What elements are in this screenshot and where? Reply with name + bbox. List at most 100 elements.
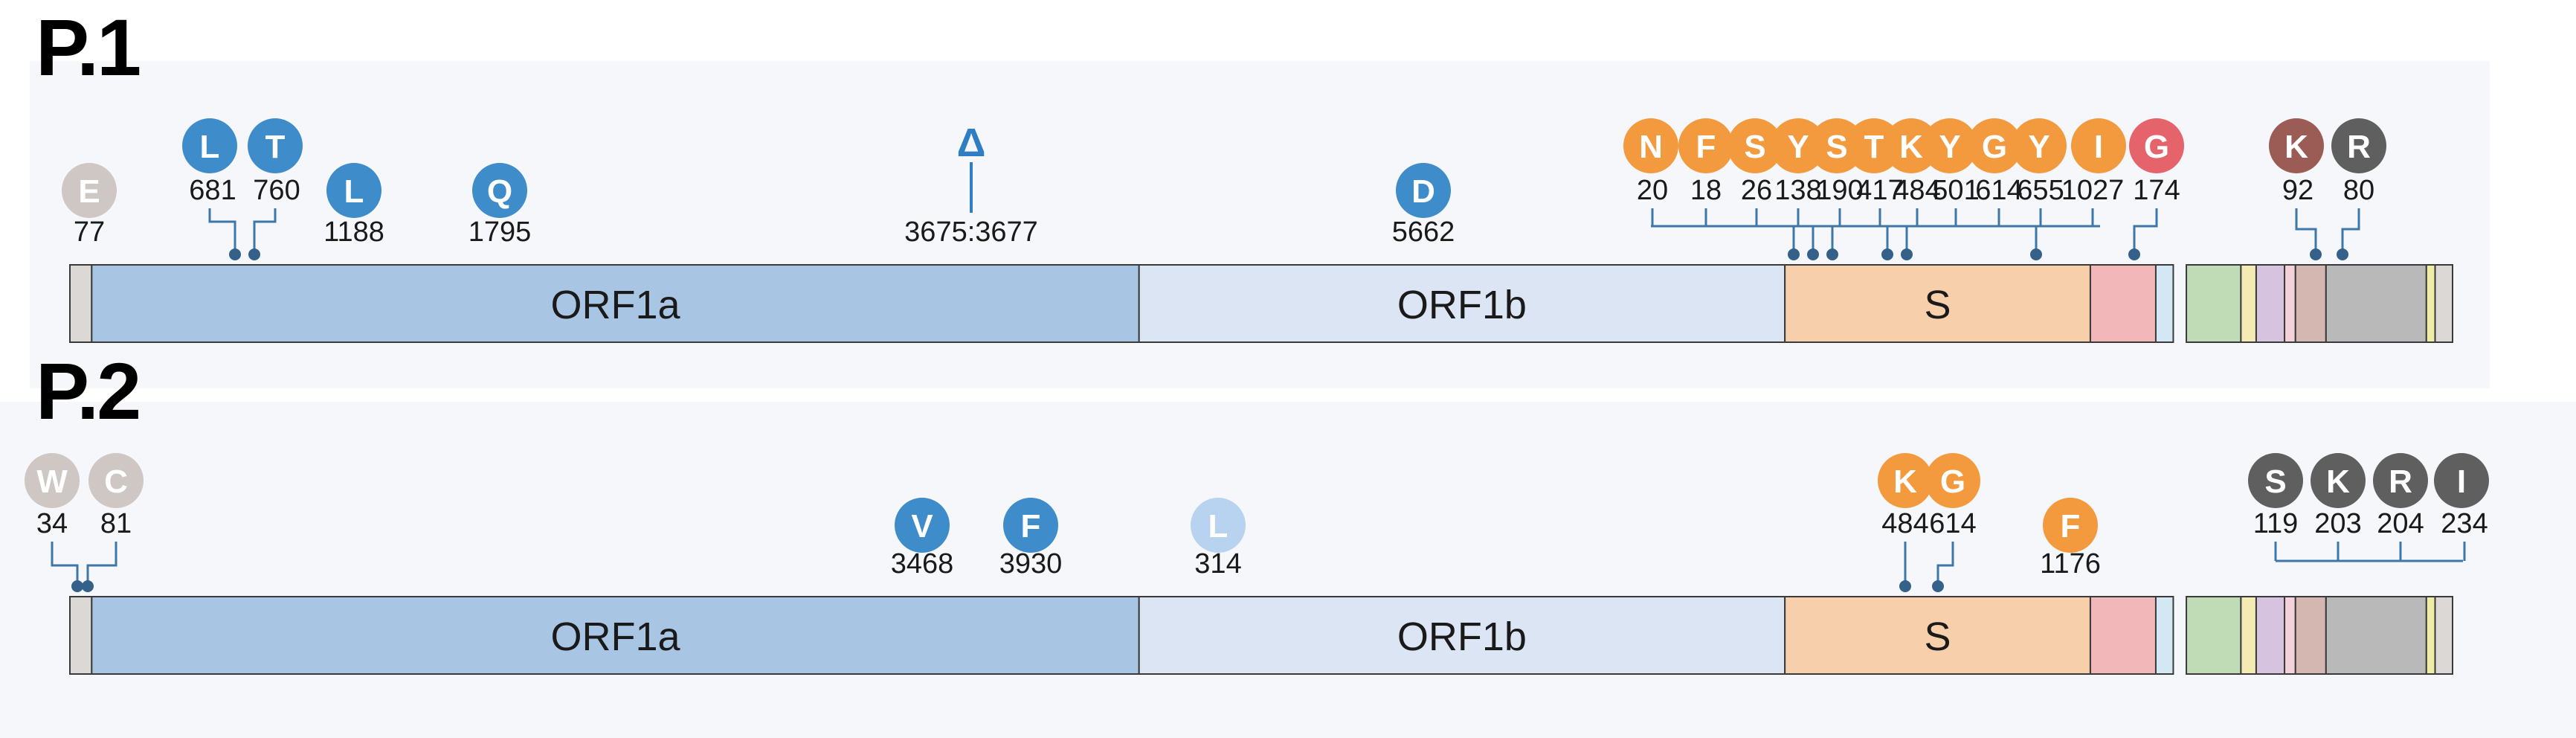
mutation-marker: N 20 bbox=[1623, 118, 1678, 226]
mutation-circle bbox=[2311, 453, 2366, 508]
mutation-marker: K 484 bbox=[1878, 453, 1933, 592]
gene-segment-5utr bbox=[69, 264, 93, 343]
mutation-residue-letter: L bbox=[1208, 508, 1229, 545]
mutation-connector bbox=[208, 208, 236, 254]
mutation-site-dot bbox=[1901, 248, 1913, 260]
gene-label-orf1b: ORF1b bbox=[1397, 283, 1527, 327]
mutation-circle bbox=[2331, 118, 2386, 173]
mutation-residue-letter: C bbox=[104, 463, 128, 500]
mutation-marker: G 174 bbox=[2128, 118, 2184, 260]
mutation-residue-letter: S bbox=[2264, 463, 2286, 500]
gene-segment-orf1a bbox=[91, 264, 1140, 343]
mutation-marker: K 92 bbox=[2269, 118, 2324, 260]
mutation-circle bbox=[248, 118, 303, 173]
mutation-circle bbox=[182, 118, 237, 173]
mutation-position-label: 174 bbox=[2133, 175, 2180, 206]
mutation-site-dot bbox=[2030, 248, 2042, 260]
mutation-site-dot bbox=[229, 248, 241, 260]
mutation-marker: W 34 bbox=[25, 453, 83, 592]
gene-label-s: S bbox=[1925, 283, 1951, 327]
mutation-position-label: 3675:3677 bbox=[904, 216, 1038, 248]
mutation-marker: R 80 bbox=[2331, 118, 2386, 260]
mutation-site-dot bbox=[1899, 580, 1911, 592]
gene-segment-orf7b bbox=[2284, 596, 2296, 675]
mutation-connector bbox=[2295, 208, 2317, 254]
mutation-position-label: 80 bbox=[2343, 175, 2374, 206]
gene-segment-n bbox=[2325, 264, 2427, 343]
mutation-circle bbox=[2043, 498, 2098, 553]
mutation-site-dot bbox=[2337, 248, 2348, 260]
mutation-position-label: 417 bbox=[1856, 175, 1903, 206]
mutation-marker: S 26 bbox=[1727, 118, 1783, 226]
mutation-marker: Δ 3675:3677 bbox=[904, 121, 1038, 248]
mutation-site-dot bbox=[1807, 248, 1819, 260]
gene-segment-3utr bbox=[2434, 596, 2454, 675]
mutation-residue-letter: D bbox=[1411, 173, 1435, 210]
gene-segment-orf8 bbox=[2294, 264, 2327, 343]
mutation-circle bbox=[895, 498, 950, 553]
mutation-marker: Q 1795 bbox=[468, 163, 531, 248]
mutation-position-label: 1188 bbox=[323, 216, 384, 248]
gene-segment-orf7b bbox=[2284, 264, 2296, 343]
mutation-residue-letter: K bbox=[1899, 129, 1923, 165]
mutation-marker: T 760 bbox=[248, 118, 303, 260]
mutation-residue-letter: S bbox=[1826, 129, 1847, 165]
panel-p1-title: P.1 bbox=[36, 2, 141, 92]
mutation-position-label: 3468 bbox=[891, 548, 954, 580]
mutation-marker: E 77 bbox=[62, 163, 117, 248]
gene-segment-e bbox=[2154, 264, 2174, 343]
mutation-circle bbox=[1878, 453, 1933, 508]
mutation-residue-letter: L bbox=[200, 129, 220, 165]
mutation-marker: L 681 bbox=[182, 118, 241, 260]
mutation-circle bbox=[1922, 118, 1977, 173]
mutation-residue-letter: K bbox=[1893, 463, 1917, 500]
mutation-residue-letter: K bbox=[2284, 129, 2308, 165]
mutation-circle bbox=[2071, 118, 2126, 173]
mutation-residue-letter: G bbox=[1982, 129, 2007, 165]
mutation-site-dot bbox=[2310, 248, 2322, 260]
mutation-circle bbox=[1727, 118, 1783, 173]
panel-p1: ORF1a ORF1b S E 77 L 681 T 760 L 1188 Q 1795 Δ 3675:36… bbox=[62, 118, 2454, 343]
mutation-residue-letter: G bbox=[2144, 129, 2169, 165]
mutation-connector bbox=[86, 542, 117, 586]
gene-label-orf1a: ORF1a bbox=[550, 615, 680, 659]
mutation-position-label: 203 bbox=[2314, 508, 2361, 539]
mutation-site-dot bbox=[1881, 248, 1893, 260]
gene-segment-3utr bbox=[2434, 264, 2454, 343]
mutation-position-label: 614 bbox=[1975, 175, 2022, 206]
mutation-circle bbox=[1771, 118, 1826, 173]
gene-segment-orf1b bbox=[1138, 264, 1786, 343]
mutation-connector bbox=[2133, 208, 2158, 254]
mutation-residue-letter: L bbox=[344, 173, 364, 210]
mutation-position-label: 138 bbox=[1774, 175, 1821, 206]
mutation-marker: I 234 bbox=[2434, 453, 2489, 561]
mutation-position-label: 81 bbox=[100, 508, 132, 539]
mutation-residue-letter: T bbox=[265, 129, 286, 165]
mutation-circle bbox=[2434, 453, 2489, 508]
mutation-residue-letter: E bbox=[78, 173, 100, 210]
mutation-site-dot bbox=[71, 580, 83, 592]
mutation-residue-letter: I bbox=[2094, 129, 2103, 165]
gene-segment-m bbox=[2186, 264, 2242, 343]
gene-segment-orf6 bbox=[2240, 264, 2257, 343]
mutation-position-label: 234 bbox=[2441, 508, 2488, 539]
mutation-site-dot bbox=[1932, 580, 1944, 592]
gene-segment-orf8 bbox=[2294, 596, 2327, 675]
mutation-circle bbox=[25, 453, 80, 508]
mutation-circle bbox=[2129, 118, 2184, 173]
gene-segment-orf1b bbox=[1138, 596, 1786, 675]
mutation-site-dot bbox=[248, 248, 260, 260]
mutation-residue-letter: I bbox=[2457, 463, 2466, 500]
mutation-residue-letter: F bbox=[1696, 129, 1716, 165]
mutation-position-label: 760 bbox=[253, 175, 300, 206]
mutation-residue-letter: R bbox=[2389, 463, 2412, 500]
mutation-marker: G 614 bbox=[1967, 118, 2023, 226]
mutation-marker: F 18 bbox=[1678, 118, 1733, 226]
mutation-position-label: 484 bbox=[1881, 508, 1928, 539]
gene-segment-m bbox=[2186, 596, 2242, 675]
mutation-position-label: 1027 bbox=[2061, 175, 2125, 206]
